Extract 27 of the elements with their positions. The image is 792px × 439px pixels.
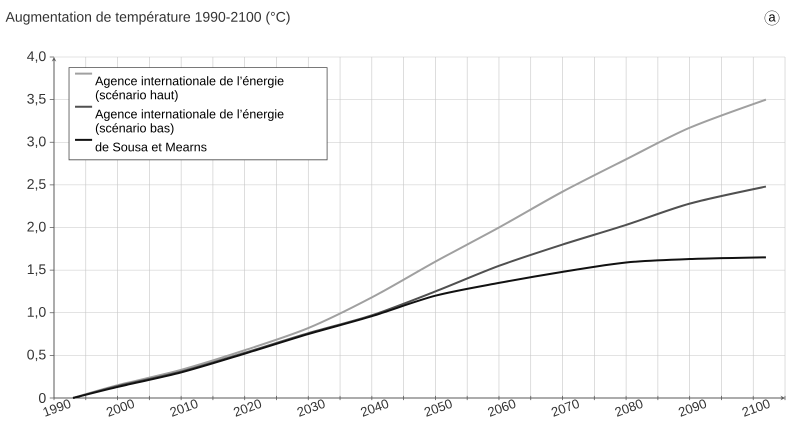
x-tick-label: 2020 — [234, 400, 262, 417]
x-tick-label: 1990 — [43, 400, 70, 417]
legend-label: de Sousa et Mearns — [96, 142, 206, 152]
x-tick-label: 2040 — [360, 400, 388, 417]
y-tick-label: 1,5 — [28, 264, 46, 276]
x-tick-label: 2050 — [424, 400, 452, 417]
y-tick-label: 2,5 — [27, 179, 46, 191]
y-tick-label: 1,0 — [28, 306, 46, 319]
y-tick-label: 2,0 — [27, 222, 46, 234]
y-tick-label: 3,5 — [27, 94, 46, 106]
x-tick-label: 2080 — [615, 400, 643, 417]
x-tick-label: 2090 — [678, 400, 706, 417]
text: a — [768, 14, 776, 22]
y-tick-label: 4,0 — [27, 51, 46, 63]
line-series — [72, 256, 767, 399]
x-tick-label: 2000 — [106, 400, 134, 417]
x-tick-label: 2060 — [488, 400, 516, 417]
y-tick-label: 0 — [38, 393, 46, 403]
legend-label: Agence internationale de l’énergie (scénario bas) — [95, 109, 284, 135]
y-tick-label: 0,5 — [27, 350, 46, 362]
chart-title: Augmentation de température 1990-2100 (°C) — [6, 11, 290, 25]
x-tick-label: 2100 — [742, 400, 770, 417]
x-tick-label: 2030 — [297, 400, 325, 417]
legend-label: Agence internationale de l’énergie (scénario haut) — [95, 76, 284, 102]
y-tick-label: 3,0 — [27, 136, 46, 148]
x-tick-label: 2070 — [552, 400, 579, 417]
x-tick-label: 2010 — [170, 400, 198, 417]
